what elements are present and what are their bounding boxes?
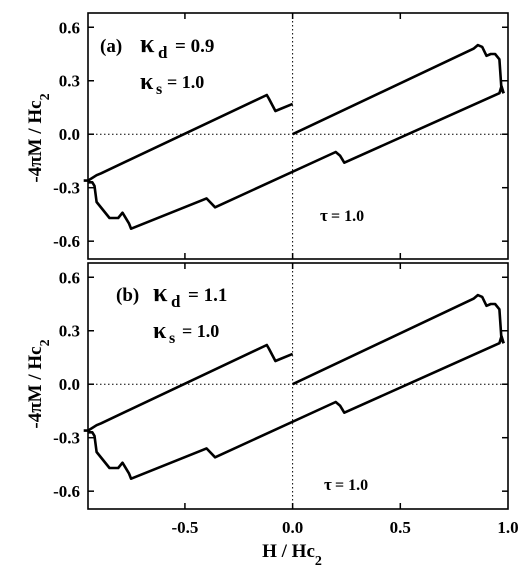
panel-b-kappa-d-value: = 1.1 bbox=[188, 285, 227, 306]
panel-a-ytick-label: 0.6 bbox=[59, 18, 80, 37]
panel-b-series-1 bbox=[88, 334, 505, 481]
panel-a-kappa-s-symbol: κ bbox=[140, 69, 154, 95]
panel-a-ylabel: -4πM / Hc2 bbox=[25, 93, 53, 182]
panel-b-tau-value: = 1.0 bbox=[335, 477, 368, 494]
panel-a-kappa-s-sub: s bbox=[156, 81, 162, 98]
panel-b-tau: τ = 1.0 bbox=[324, 475, 368, 494]
panel-a-tau: τ = 1.0 bbox=[320, 206, 364, 225]
panel-b-series-2 bbox=[83, 343, 294, 432]
panel-b-kappa-s-value: = 1.0 bbox=[182, 321, 219, 341]
panel-a-ytick-label: 0.0 bbox=[59, 125, 80, 144]
panel-a-kappa-d-symbol: κ bbox=[140, 29, 155, 58]
xtick-label: 0.0 bbox=[282, 518, 303, 537]
panel-b-kappa-d-symbol: κ bbox=[153, 278, 168, 307]
panel-b-ylabel: -4πM / Hc2 bbox=[25, 339, 53, 428]
panel-b-kappa-s-sub: s bbox=[169, 330, 175, 347]
panel-a-series-2 bbox=[83, 93, 294, 182]
panel-b-frame bbox=[87, 262, 509, 510]
panel-b-tau-symbol: τ bbox=[324, 475, 332, 494]
x-axis-label: H / Hc2 bbox=[262, 541, 322, 569]
panel-a-series-1 bbox=[88, 84, 505, 230]
panel-b-kappa-d: κ d = 1.1 bbox=[153, 278, 227, 311]
panel-b-series-3 bbox=[292, 293, 505, 386]
panel-b-ytick-label: 0.3 bbox=[59, 322, 80, 341]
panel-a-kappa-s-value: = 1.0 bbox=[167, 72, 204, 92]
panel-a-ytick-label: -0.6 bbox=[53, 232, 80, 251]
panel-b-label: (b) bbox=[116, 285, 139, 306]
panel-a-kappa-d-sub: d bbox=[158, 43, 168, 62]
panel-a-kappa-d: κ d = 0.9 bbox=[140, 29, 214, 62]
panel-b-kappa-d-sub: d bbox=[171, 292, 181, 311]
panel-b-kappa-s-symbol: κ bbox=[153, 318, 167, 344]
panel-b: 0.6 0.3 0.0 -0.3 -0.6 -0.5 0.0 0.5 1.0 (b) κ d … bbox=[25, 262, 519, 569]
panel-b-ytick-label: 0.6 bbox=[59, 268, 80, 287]
panel-a-kappa-d-value: = 0.9 bbox=[175, 36, 214, 57]
panel-a-tau-value: = 1.0 bbox=[331, 208, 364, 225]
panel-a-ytick-label: 0.3 bbox=[59, 72, 80, 91]
panel-a-series-3 bbox=[292, 43, 505, 136]
panel-a-frame bbox=[87, 12, 509, 260]
panel-a: 0.6 0.3 0.0 -0.3 -0.6 (a) κ d = 0.9 κ s = 1.… bbox=[25, 12, 509, 260]
panel-a-label: (a) bbox=[100, 36, 122, 57]
panel-a-ytick-label: -0.3 bbox=[53, 179, 80, 198]
panel-a-tau-symbol: τ bbox=[320, 206, 328, 225]
panel-b-ytick-label: -0.3 bbox=[53, 429, 80, 448]
xtick-label: 1.0 bbox=[497, 518, 518, 537]
panel-b-ytick-label: 0.0 bbox=[59, 375, 80, 394]
xtick-label: 0.5 bbox=[390, 518, 411, 537]
panel-b-ytick-label: -0.6 bbox=[53, 482, 80, 501]
panel-b-kappa-s: κ s = 1.0 bbox=[153, 318, 219, 347]
panel-a-kappa-s: κ s = 1.0 bbox=[140, 69, 204, 98]
xtick-label: -0.5 bbox=[171, 518, 198, 537]
